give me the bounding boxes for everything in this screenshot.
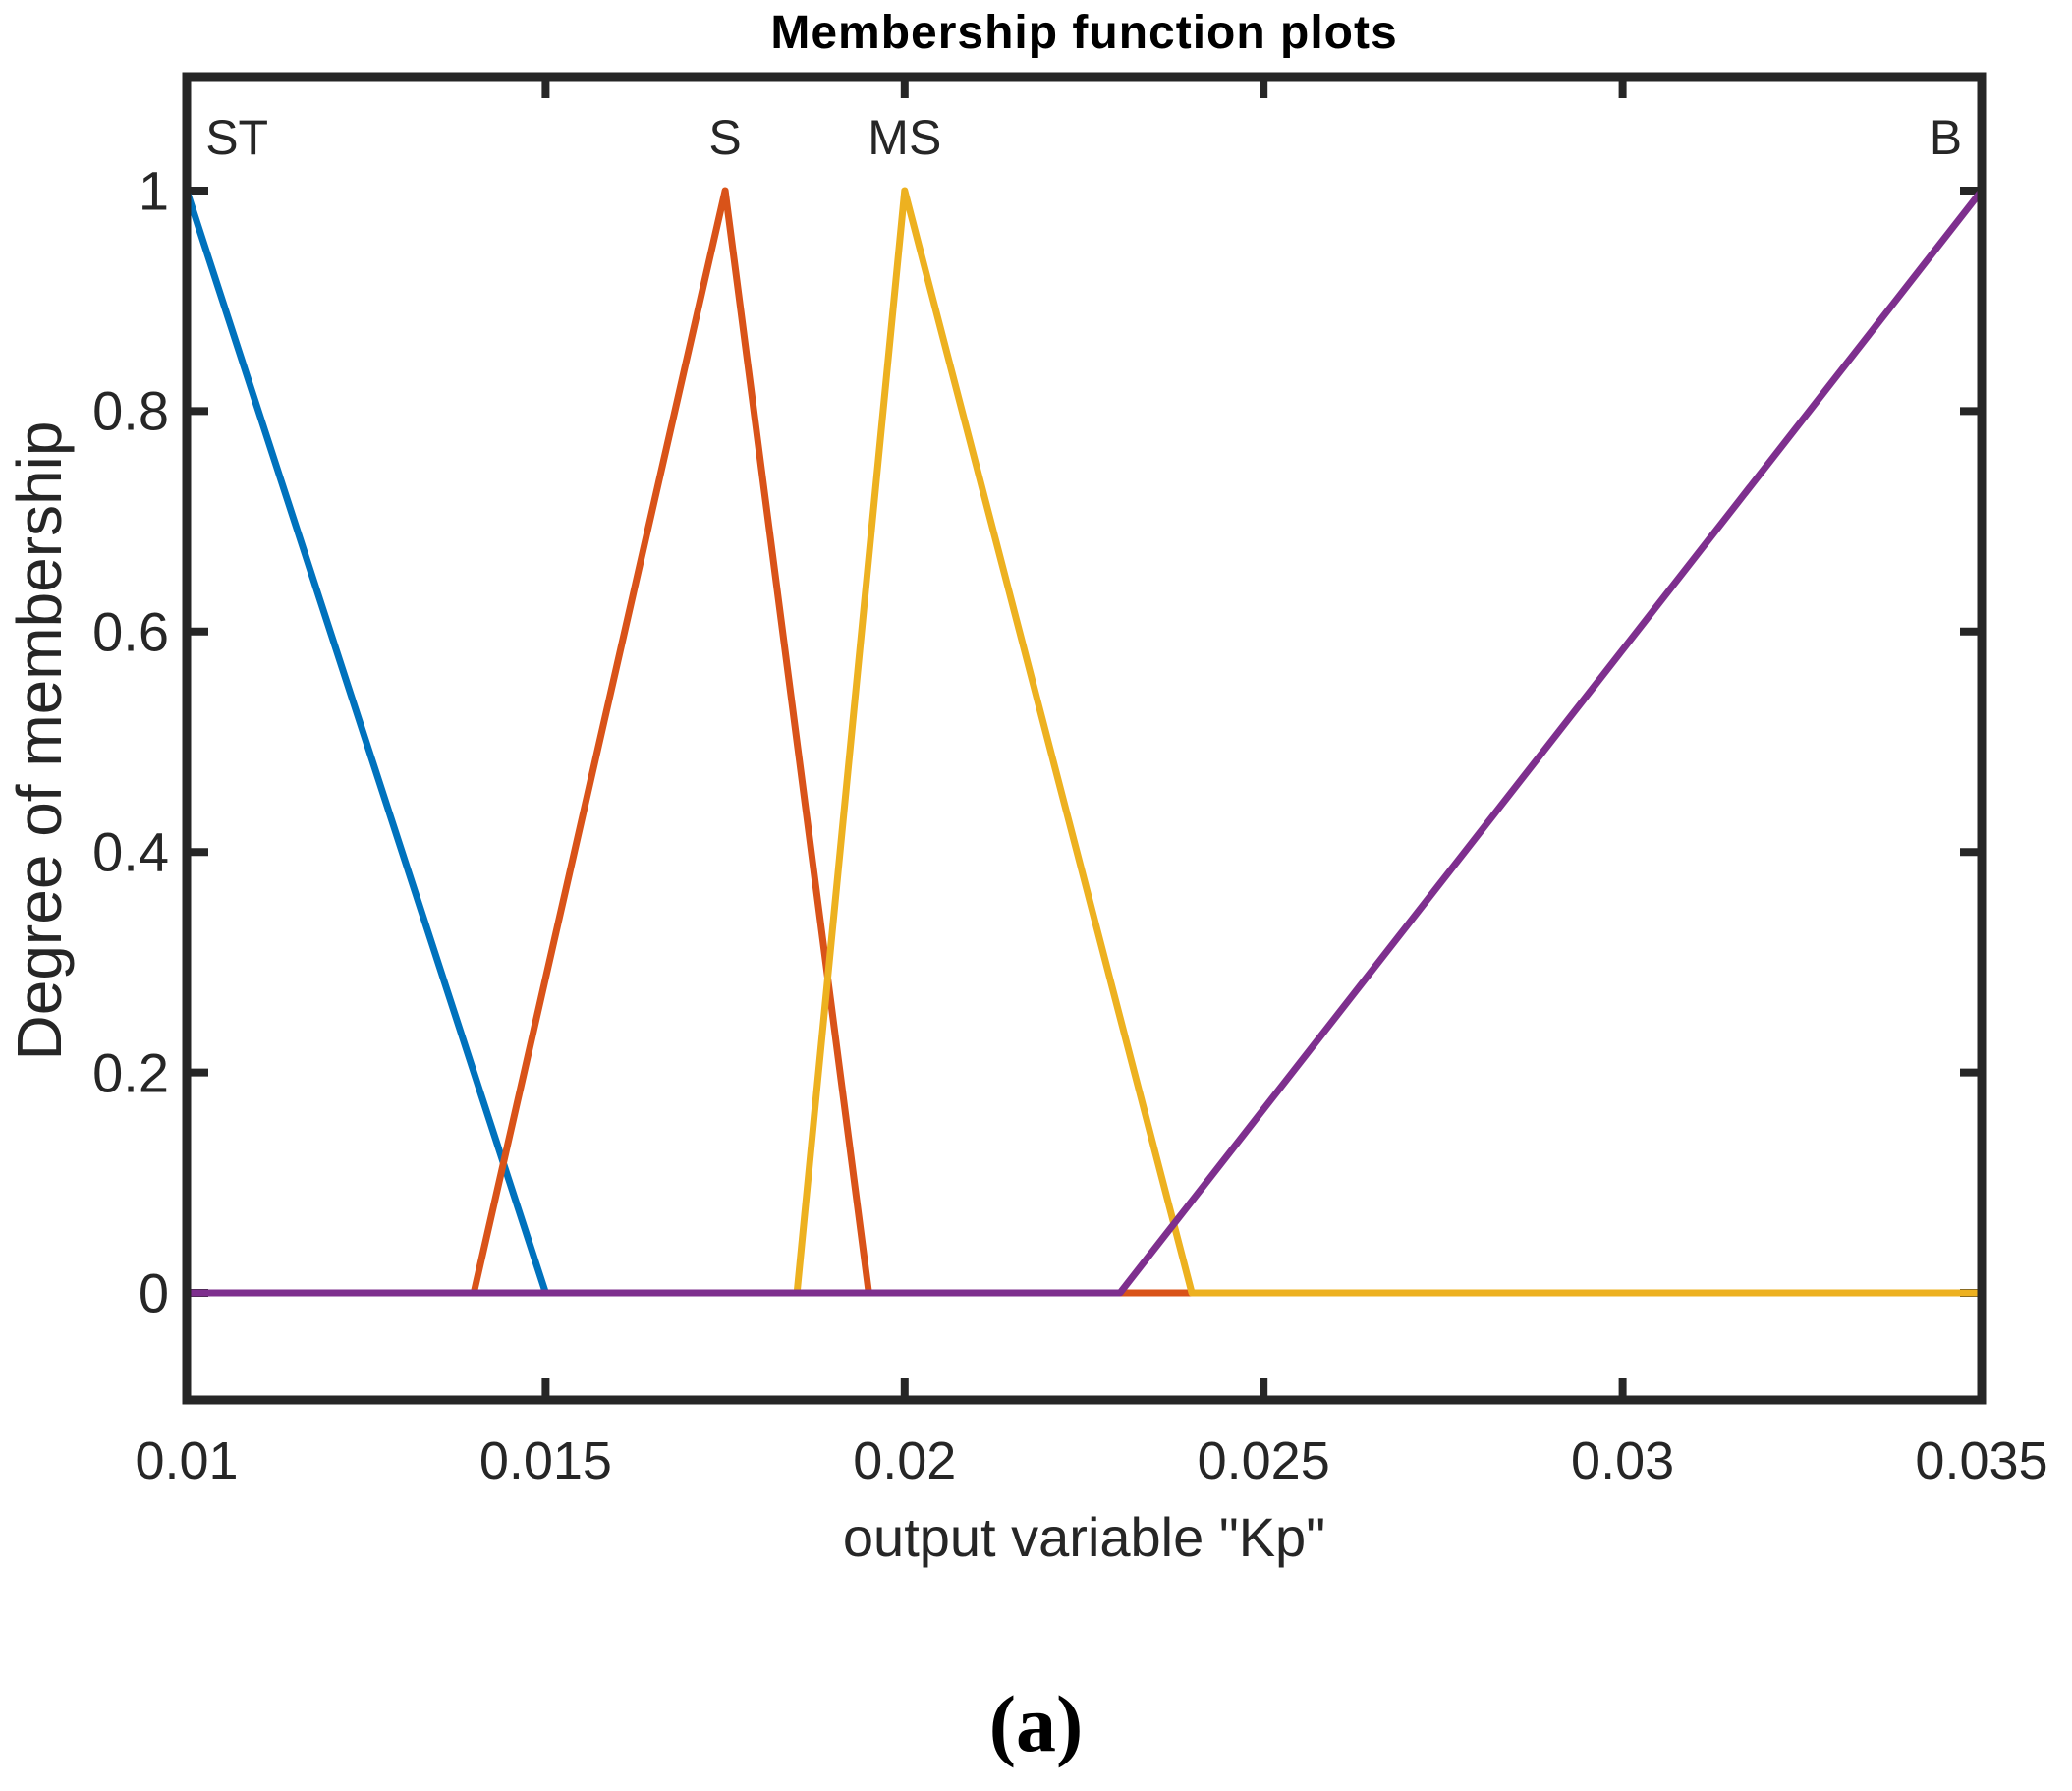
- mf-label-st: ST: [205, 110, 269, 165]
- plot-border: [182, 72, 1987, 1405]
- figure-caption: (a): [988, 1679, 1084, 1768]
- series-line-s: [187, 187, 1982, 1297]
- y-tick-label: 0: [138, 1261, 169, 1324]
- y-tick-label: 0.6: [92, 600, 169, 663]
- y-tick-label: 0.8: [92, 379, 169, 442]
- chart-title: Membership function plots: [770, 7, 1398, 59]
- mf-label-b: B: [1929, 110, 1963, 165]
- mf-label-ms: MS: [868, 110, 942, 165]
- x-tick-label: 0.01: [135, 1431, 239, 1490]
- y-tick-label: 0.2: [92, 1041, 169, 1104]
- y-tick-label: 0.4: [92, 820, 169, 883]
- series-line-st: [183, 189, 1982, 1297]
- x-tick-label: 0.03: [1571, 1431, 1675, 1490]
- x-axis-label: output variable "Kp": [842, 1506, 1326, 1568]
- x-tick-label: 0.025: [1197, 1431, 1330, 1490]
- series-line-b: [187, 188, 1985, 1297]
- x-tick-label: 0.02: [853, 1431, 957, 1490]
- series-line-ms: [187, 187, 1982, 1297]
- x-tick-label: 0.035: [1915, 1431, 2048, 1490]
- x-tick-label: 0.015: [478, 1431, 612, 1490]
- mf-label-s: S: [708, 110, 742, 165]
- y-tick-label: 1: [138, 159, 169, 222]
